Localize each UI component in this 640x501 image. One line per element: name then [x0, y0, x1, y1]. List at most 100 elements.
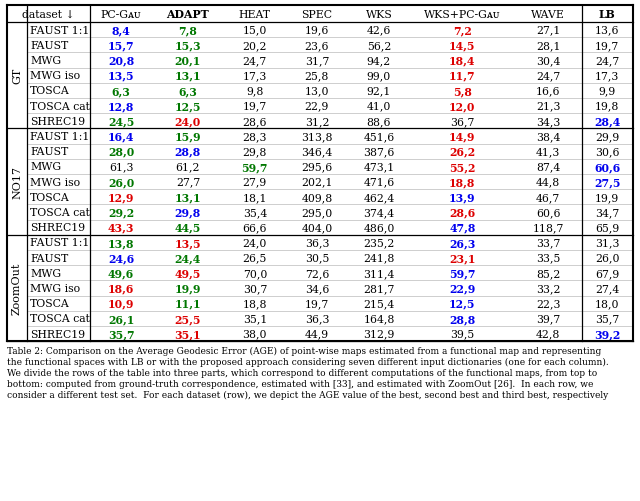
Text: 28,4: 28,4 [594, 116, 620, 127]
Text: 30,5: 30,5 [305, 253, 329, 263]
Text: 9,9: 9,9 [598, 86, 616, 96]
Text: 28,8: 28,8 [449, 313, 476, 324]
Text: 15,3: 15,3 [175, 40, 201, 51]
Text: 15,9: 15,9 [175, 131, 201, 142]
Text: the functional spaces with LB or with the proposed approach considering seven di: the functional spaces with LB or with th… [7, 357, 609, 366]
Text: TOSCA cat: TOSCA cat [30, 314, 90, 324]
Text: 34,3: 34,3 [536, 117, 561, 127]
Text: 22,3: 22,3 [536, 299, 561, 309]
Text: 38,4: 38,4 [536, 132, 561, 142]
Text: 31,2: 31,2 [305, 117, 329, 127]
Text: 13,8: 13,8 [108, 237, 134, 248]
Text: 19,9: 19,9 [175, 283, 201, 294]
Text: 55,2: 55,2 [449, 162, 476, 172]
Text: WKS: WKS [365, 10, 392, 20]
Text: 47,8: 47,8 [449, 222, 476, 233]
Text: 374,4: 374,4 [364, 207, 394, 217]
Text: 12,0: 12,0 [449, 101, 476, 112]
Text: 22,9: 22,9 [305, 101, 329, 111]
Text: 21,3: 21,3 [536, 101, 561, 111]
Text: 26,2: 26,2 [449, 146, 476, 157]
Text: 27,5: 27,5 [594, 177, 621, 188]
Text: 409,8: 409,8 [301, 192, 333, 202]
Text: 29,2: 29,2 [108, 207, 134, 218]
Text: 33,5: 33,5 [536, 253, 561, 263]
Text: NO17: NO17 [12, 166, 22, 199]
Text: 23,1: 23,1 [449, 253, 476, 264]
Text: 6,3: 6,3 [179, 86, 197, 97]
Text: 42,8: 42,8 [536, 329, 561, 339]
Text: 49,5: 49,5 [175, 268, 201, 279]
Text: 13,5: 13,5 [108, 71, 134, 82]
Text: 49,6: 49,6 [108, 268, 134, 279]
Text: 15,7: 15,7 [108, 40, 134, 51]
Text: dataset ↓: dataset ↓ [22, 10, 75, 20]
Text: TOSCA: TOSCA [30, 192, 70, 202]
Text: 36,7: 36,7 [450, 117, 474, 127]
Text: 34,6: 34,6 [305, 284, 329, 294]
Text: 24,6: 24,6 [108, 253, 134, 264]
Text: 387,6: 387,6 [364, 147, 395, 157]
Text: PC-Gᴀᴜ: PC-Gᴀᴜ [101, 10, 141, 20]
Text: 24,7: 24,7 [595, 56, 620, 66]
Text: 295,6: 295,6 [301, 162, 333, 172]
Text: 20,1: 20,1 [175, 56, 201, 66]
Text: 19,9: 19,9 [595, 192, 620, 202]
Text: TOSCA cat: TOSCA cat [30, 101, 90, 111]
Text: 14,5: 14,5 [449, 40, 476, 51]
Text: 38,0: 38,0 [243, 329, 267, 339]
Text: 5,8: 5,8 [453, 86, 472, 97]
Text: 215,4: 215,4 [364, 299, 395, 309]
Text: 471,6: 471,6 [364, 177, 395, 187]
Text: WAVE: WAVE [531, 10, 565, 20]
Text: 12,5: 12,5 [449, 298, 476, 309]
Text: 25,5: 25,5 [175, 313, 201, 324]
Text: 13,0: 13,0 [305, 86, 329, 96]
Text: 33,7: 33,7 [536, 238, 561, 248]
Text: 313,8: 313,8 [301, 132, 333, 142]
Text: 295,0: 295,0 [301, 207, 333, 217]
Text: 56,2: 56,2 [367, 41, 391, 51]
Text: 30,4: 30,4 [536, 56, 561, 66]
Text: 46,7: 46,7 [536, 192, 560, 202]
Text: 27,9: 27,9 [243, 177, 267, 187]
Text: 19,7: 19,7 [305, 299, 329, 309]
Text: 66,6: 66,6 [243, 223, 267, 233]
Text: 311,4: 311,4 [364, 268, 395, 278]
Text: 88,6: 88,6 [367, 117, 391, 127]
Text: 33,2: 33,2 [536, 284, 561, 294]
Text: 235,2: 235,2 [364, 238, 395, 248]
Text: 39,5: 39,5 [450, 329, 474, 339]
Text: 28,8: 28,8 [175, 146, 201, 157]
Text: 13,1: 13,1 [175, 71, 201, 82]
Text: FAUST: FAUST [30, 147, 68, 157]
Text: 18,0: 18,0 [595, 299, 620, 309]
Text: 29,9: 29,9 [595, 132, 620, 142]
Text: 92,1: 92,1 [367, 86, 391, 96]
Text: 18,8: 18,8 [449, 177, 476, 188]
Text: GT: GT [12, 68, 22, 84]
Text: ZoomOut: ZoomOut [12, 263, 22, 315]
Text: 29,8: 29,8 [175, 207, 201, 218]
Text: 13,5: 13,5 [175, 237, 201, 248]
Text: 61,2: 61,2 [176, 162, 200, 172]
Text: 99,0: 99,0 [367, 71, 391, 81]
Text: HEAT: HEAT [239, 10, 271, 20]
Text: 35,1: 35,1 [175, 329, 201, 339]
Text: MWG: MWG [30, 56, 61, 66]
Text: 462,4: 462,4 [364, 192, 395, 202]
Text: FAUST 1:1: FAUST 1:1 [30, 132, 90, 142]
Text: 13,1: 13,1 [175, 192, 201, 203]
Text: TOSCA: TOSCA [30, 86, 70, 96]
Text: 36,3: 36,3 [305, 314, 329, 324]
Text: 12,5: 12,5 [175, 101, 201, 112]
Text: 43,3: 43,3 [108, 222, 134, 233]
Text: 44,8: 44,8 [536, 177, 560, 187]
Text: 35,7: 35,7 [595, 314, 620, 324]
Text: MWG iso: MWG iso [30, 284, 80, 294]
Text: MWG: MWG [30, 162, 61, 172]
Text: 22,9: 22,9 [449, 283, 476, 294]
Text: SPEC: SPEC [301, 10, 332, 20]
Text: 70,0: 70,0 [243, 268, 267, 278]
Text: 61,3: 61,3 [109, 162, 133, 172]
